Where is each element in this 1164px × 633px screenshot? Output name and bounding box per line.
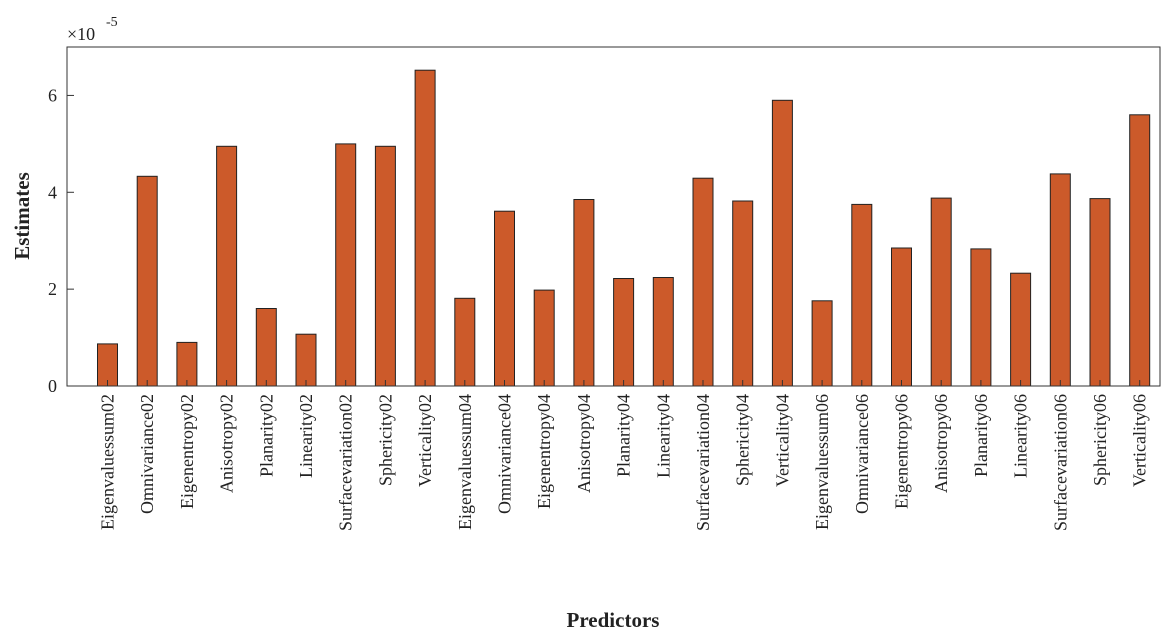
y-tick-label-2: 2	[48, 279, 57, 299]
x-tick-label-planarity06: Planarity06	[971, 394, 991, 477]
x-tick-label-linearity06: Linearity06	[1011, 394, 1031, 478]
x-tick-label-omnivariance06: Omnivariance06	[852, 394, 872, 514]
bar-verticality04	[771, 99, 793, 387]
bar-linearity06	[1010, 272, 1032, 387]
x-tick-label-anisotropy04: Anisotropy04	[574, 394, 594, 493]
x-tick-label-planarity04: Planarity04	[614, 394, 634, 477]
y-axis-multiplier: ×10	[67, 24, 95, 44]
x-tick-label-linearity02: Linearity02	[296, 394, 316, 478]
x-tick-label-eigenentropy02: Eigenentropy02	[177, 394, 197, 509]
x-tick-label-eigenentropy04: Eigenentropy04	[534, 394, 554, 509]
bar-eigenvaluessum02	[97, 343, 118, 387]
x-tick-label-planarity02: Planarity02	[256, 394, 276, 477]
bar-omnivariance06	[851, 203, 873, 387]
bar-surfacevariation04	[692, 177, 714, 387]
x-axis-label: Predictors	[567, 608, 660, 632]
bar-sphericity06	[1089, 198, 1111, 387]
bar-eigenentropy04	[533, 289, 555, 387]
x-tick-label-sphericity06: Sphericity06	[1090, 394, 1110, 486]
x-tick-label-anisotropy06: Anisotropy06	[931, 394, 951, 493]
bar-planarity06	[970, 248, 992, 387]
x-tick-label-sphericity04: Sphericity04	[733, 394, 753, 486]
x-tick-label-surfacevariation04: Surfacevariation04	[693, 394, 713, 531]
y-tick-label-4: 4	[48, 182, 57, 202]
y-axis-label: Estimates	[10, 172, 34, 260]
bar-linearity02	[295, 333, 317, 387]
bar-sphericity02	[374, 145, 396, 387]
x-tick-label-verticality02: Verticality02	[415, 394, 435, 487]
x-tick-label-verticality06: Verticality06	[1130, 394, 1150, 487]
bars-group	[97, 69, 1151, 387]
bar-linearity04	[652, 277, 674, 387]
x-axis-ticks: Eigenvaluessum02 Omnivariance02 Eigenentro…	[98, 380, 1150, 531]
y-axis-ticks: 0 2 4 6	[48, 85, 74, 396]
bar-eigenentropy02	[176, 341, 198, 387]
bar-sphericity04	[732, 200, 754, 387]
x-tick-label-surfacevariation02: Surfacevariation02	[336, 394, 356, 531]
y-axis-multiplier-exponent: -5	[106, 15, 118, 30]
bar-anisotropy06	[930, 197, 952, 387]
bar-eigenvaluessum06	[811, 300, 833, 387]
bar-verticality06	[1129, 114, 1151, 387]
bar-omnivariance04	[494, 210, 515, 387]
bar-eigenvaluessum04	[454, 297, 476, 387]
bar-omnivariance02	[136, 175, 158, 387]
y-tick-label-0: 0	[48, 376, 57, 396]
bar-eigenentropy06	[891, 247, 912, 387]
x-tick-label-linearity04: Linearity04	[653, 394, 673, 478]
bar-surfacevariation06	[1049, 173, 1071, 387]
x-tick-label-eigenvaluessum02: Eigenvaluessum02	[98, 394, 118, 530]
bar-surfacevariation02	[335, 143, 357, 387]
x-tick-label-omnivariance04: Omnivariance04	[495, 394, 515, 514]
plot-frame	[66, 46, 1161, 387]
bar-anisotropy04	[573, 199, 595, 387]
bar-verticality02	[414, 69, 436, 387]
x-tick-label-eigenvaluessum06: Eigenvaluessum06	[812, 394, 832, 530]
x-tick-label-sphericity02: Sphericity02	[375, 394, 395, 486]
bar-planarity04	[613, 278, 635, 387]
x-tick-label-verticality04: Verticality04	[772, 394, 792, 487]
x-tick-label-omnivariance02: Omnivariance02	[137, 394, 157, 514]
bar-anisotropy02	[216, 145, 238, 387]
x-tick-label-eigenentropy06: Eigenentropy06	[892, 394, 912, 509]
x-tick-label-surfacevariation06: Surfacevariation06	[1050, 394, 1070, 531]
bar-planarity02	[255, 308, 277, 387]
y-tick-label-6: 6	[48, 85, 57, 105]
x-tick-label-eigenvaluessum04: Eigenvaluessum04	[455, 394, 475, 530]
x-tick-label-anisotropy02: Anisotropy02	[217, 394, 237, 493]
